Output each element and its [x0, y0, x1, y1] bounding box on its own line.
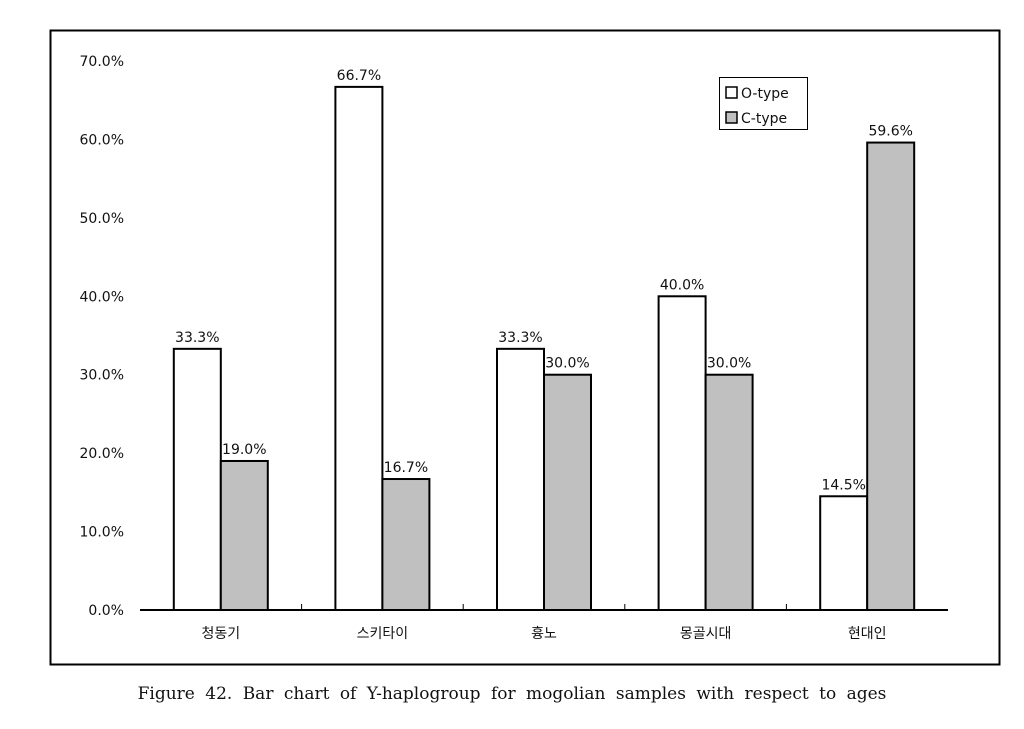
data-label: 33.3%: [175, 330, 219, 346]
legend-label-c-type: C-type: [741, 111, 787, 127]
bar-o-type: [334, 85, 384, 612]
x-tick-label: 청동기: [201, 626, 240, 642]
y-tick-label: 40.0%: [80, 289, 124, 305]
x-tick-label: 몽골시대: [680, 626, 732, 642]
data-label: 59.6%: [868, 124, 912, 140]
data-label: 14.5%: [821, 477, 865, 493]
legend: O-type C-type: [719, 77, 808, 130]
y-tick-label: 20.0%: [80, 446, 124, 462]
legend-swatch-o-type: [725, 86, 738, 99]
bar-o-type: [172, 347, 222, 611]
legend-label-o-type: O-type: [741, 86, 789, 102]
y-tick-label: 60.0%: [80, 132, 124, 148]
bar-o-type: [657, 295, 707, 611]
data-label: 30.0%: [707, 356, 751, 372]
y-tick-label: 10.0%: [80, 525, 124, 541]
x-tick-label: 흉노: [531, 626, 557, 642]
legend-swatch-c-type: [725, 111, 738, 124]
bar-o-type: [496, 347, 545, 611]
bar-o-type: [819, 495, 869, 611]
bar-c-type: [543, 373, 592, 612]
bar-c-type: [219, 459, 269, 611]
y-tick-label: 50.0%: [80, 211, 124, 227]
y-tick-label: 0.0%: [88, 603, 124, 619]
data-label: 16.7%: [384, 460, 428, 476]
data-label: 33.3%: [498, 330, 542, 346]
bar-c-type: [704, 373, 754, 612]
data-label: 66.7%: [337, 68, 381, 84]
y-tick-label: 70.0%: [80, 54, 124, 70]
x-tick-label: 현대인: [848, 626, 887, 642]
bar-c-type: [866, 141, 916, 612]
y-tick-label: 30.0%: [80, 368, 124, 384]
figure-caption: Figure 42. Bar chart of Y-haplogroup for…: [137, 684, 887, 704]
data-label: 40.0%: [660, 277, 704, 293]
data-label: 30.0%: [545, 356, 589, 372]
data-label: 19.0%: [222, 442, 266, 458]
bar-c-type: [381, 478, 431, 611]
x-tick-label: 스키타이: [357, 626, 409, 642]
